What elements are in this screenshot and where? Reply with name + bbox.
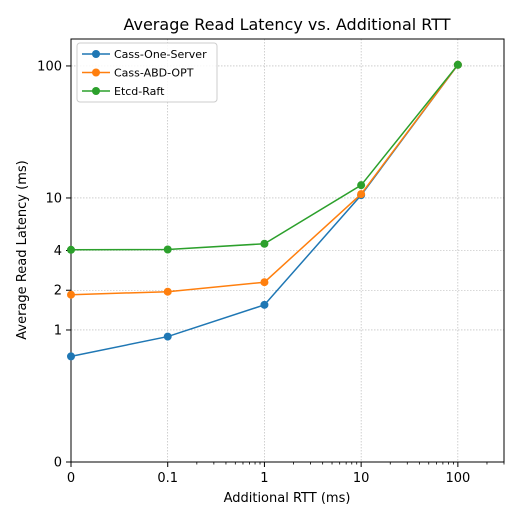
y-tick-label: 4 xyxy=(54,244,62,259)
data-point xyxy=(163,287,172,296)
series-cass-abd-opt xyxy=(67,60,462,299)
data-point xyxy=(260,278,269,287)
data-point xyxy=(163,332,172,341)
y-axis: 0 1 2 4 10 100 xyxy=(37,59,71,471)
legend-frame xyxy=(76,42,218,103)
data-point xyxy=(260,239,269,248)
series-layer xyxy=(67,60,462,361)
legend-swatch-marker xyxy=(92,68,100,77)
data-point xyxy=(357,181,366,190)
data-point xyxy=(357,190,366,199)
y-tick-label: 10 xyxy=(45,191,62,206)
legend-swatch-marker xyxy=(92,50,100,58)
legend: Cass-One-Server Cass-ABD-OPT Etcd-Raft xyxy=(76,42,218,103)
chart-title: Average Read Latency vs. Additional RTT xyxy=(123,15,450,34)
x-axis-label: Additional RTT (ms) xyxy=(224,491,351,506)
data-point xyxy=(67,352,75,361)
x-axis: 0 0.1 1 10 100 xyxy=(67,462,505,486)
x-tick-label: 0 xyxy=(67,471,75,486)
x-tick-label: 1 xyxy=(260,471,268,486)
legend-label: Cass-ABD-OPT xyxy=(114,67,194,80)
y-tick-label: 1 xyxy=(54,323,62,338)
x-tick-label: 0.1 xyxy=(157,471,178,486)
data-point xyxy=(163,245,172,254)
y-tick-label: 100 xyxy=(37,59,62,74)
y-axis-label: Average Read Latency (ms) xyxy=(15,160,30,339)
data-point xyxy=(453,60,462,69)
data-point xyxy=(260,300,269,309)
series-etcd-raft xyxy=(67,60,462,254)
data-point xyxy=(67,245,75,254)
x-tick-label: 100 xyxy=(445,471,470,486)
data-point xyxy=(67,290,75,299)
x-tick-label: 10 xyxy=(353,471,370,486)
y-tick-label: 2 xyxy=(54,284,62,299)
legend-label: Etcd-Raft xyxy=(114,85,165,98)
y-tick-label: 0 xyxy=(54,456,62,471)
legend-swatch-marker xyxy=(92,87,100,95)
legend-label: Cass-One-Server xyxy=(114,48,207,61)
